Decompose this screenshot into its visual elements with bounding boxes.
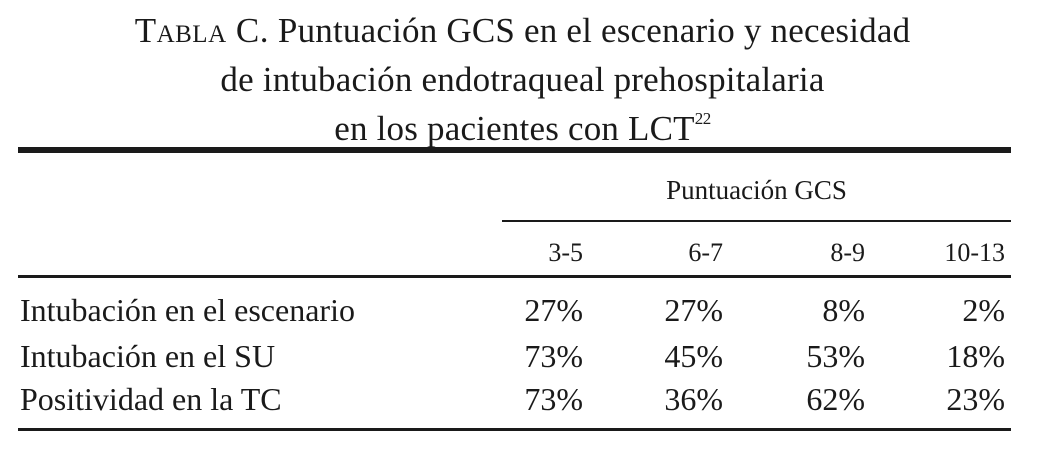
header-rule <box>18 275 1011 278</box>
title-line-3: en los pacientes con LCT22 <box>0 104 1045 153</box>
title-line-2: de intubación endotraqueal prehospitalar… <box>220 60 825 99</box>
table-cell: 23% <box>946 381 1005 417</box>
row-label: Intubación en el escenario <box>20 292 355 328</box>
table-cell: 2% <box>962 292 1005 328</box>
title-text-1: Puntuación GCS en el escenario y necesid… <box>268 11 911 50</box>
column-header: 6-7 <box>688 238 723 267</box>
reference-superscript: 22 <box>694 109 712 128</box>
table-cell: 18% <box>946 338 1005 374</box>
table-cell: 27% <box>524 292 583 328</box>
table-top-rule <box>18 147 1011 153</box>
table-label: Tabla C. <box>134 11 269 50</box>
table-cell: 73% <box>524 381 583 417</box>
column-header: 8-9 <box>830 238 865 267</box>
table-cell: 45% <box>664 338 723 374</box>
table-cell: 73% <box>524 338 583 374</box>
table-cell: 8% <box>822 292 865 328</box>
row-label: Intubación en el SU <box>20 338 276 374</box>
table-cell: 62% <box>806 381 865 417</box>
table-cell: 27% <box>664 292 723 328</box>
title-text-3: en los pacientes con LCT <box>334 109 695 148</box>
group-header: Puntuación GCS <box>666 175 847 205</box>
title-line-1: Tabla C. Puntuación GCS en el escenario … <box>0 6 1045 55</box>
table-bottom-rule <box>18 428 1011 431</box>
column-header: 10-13 <box>944 238 1005 267</box>
table-title: Tabla C. Puntuación GCS en el escenario … <box>0 6 1045 153</box>
table-cell: 36% <box>664 381 723 417</box>
table-cell: 53% <box>806 338 865 374</box>
group-header-rule <box>502 220 1011 222</box>
column-header: 3-5 <box>548 238 583 267</box>
row-label: Positividad en la TC <box>20 381 282 417</box>
